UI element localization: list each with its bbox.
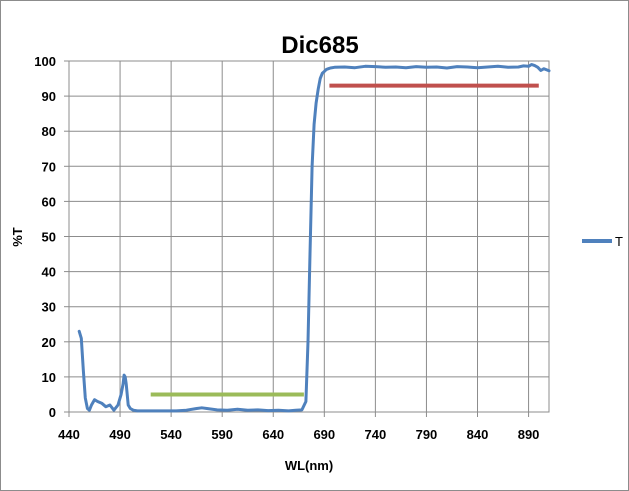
legend: T (582, 234, 623, 249)
y-tick-label: 30 (42, 300, 56, 315)
chart-title: Dic685 (281, 32, 358, 59)
x-tick-label: 490 (109, 427, 131, 442)
x-tick-label: 890 (518, 427, 540, 442)
series-layer (77, 63, 551, 413)
y-axis-ticks: 0 10 20 30 40 50 60 70 80 90 100 (34, 54, 69, 420)
annotations (150, 83, 539, 397)
x-tick-label: 740 (365, 427, 387, 442)
x-tick-label: 840 (467, 427, 489, 442)
y-tick-label: 40 (42, 265, 56, 280)
x-tick-label: 640 (262, 427, 284, 442)
y-tick-label: 0 (49, 405, 56, 420)
y-tick-label: 80 (42, 124, 56, 139)
x-tick-label: 440 (58, 427, 80, 442)
legend-label-T: T (615, 234, 623, 249)
x-tick-label: 790 (416, 427, 438, 442)
y-tick-label: 50 (42, 230, 56, 245)
x-axis-label: WL(nm) (285, 458, 333, 473)
x-axis-ticks: 440 490 540 590 640 690 740 790 840 890 (58, 412, 539, 442)
y-tick-label: 70 (42, 159, 56, 174)
x-tick-label: 690 (313, 427, 335, 442)
y-tick-label: 20 (42, 335, 56, 350)
series-line-T (77, 63, 551, 413)
y-tick-label: 10 (42, 370, 56, 385)
y-tick-label: 60 (42, 194, 56, 209)
y-tick-label: 100 (34, 54, 56, 69)
y-axis-label: %T (10, 227, 25, 247)
x-tick-label: 590 (211, 427, 233, 442)
y-tick-label: 90 (42, 89, 56, 104)
x-tick-label: 540 (160, 427, 182, 442)
